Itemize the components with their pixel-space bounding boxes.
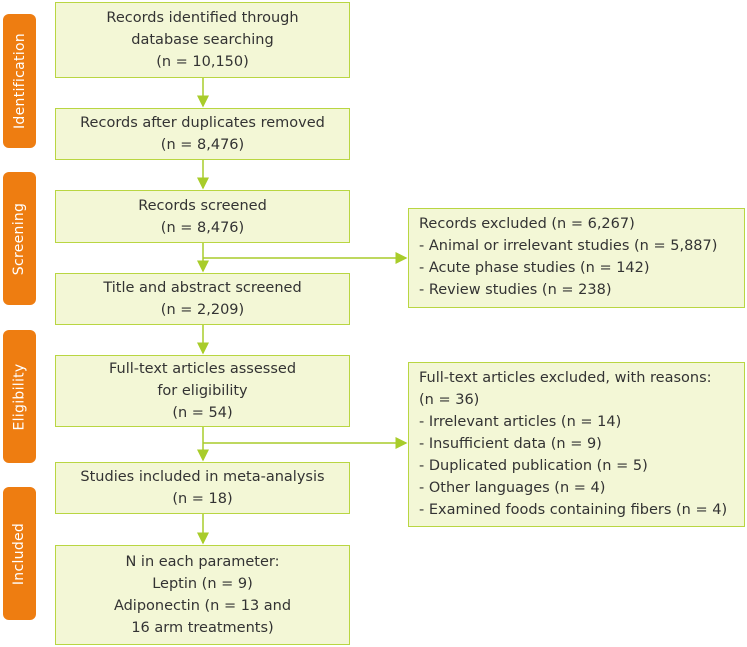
box-identified: Records identified through database searc… — [55, 2, 350, 78]
line: - Acute phase studies (n = 142) — [419, 260, 650, 276]
box-duplicates-removed: Records after duplicates removed (n = 8,4… — [55, 108, 350, 160]
box-full-text-excluded: Full-text articles excluded, with reason… — [408, 362, 745, 527]
box-full-text: Full-text articles assessed for eligibili… — [55, 355, 350, 427]
line: - Irrelevant articles (n = 14) — [419, 414, 622, 430]
box-records-excluded: Records excluded (n = 6,267) - Animal or … — [408, 208, 745, 308]
line: (n = 54) — [172, 405, 233, 421]
stage-label: Identification — [11, 33, 28, 129]
line: Records excluded (n = 6,267) — [419, 216, 635, 232]
box-parameters: N in each parameter: Leptin (n = 9) Adipon… — [55, 545, 350, 645]
stage-screening: Screening — [3, 172, 36, 305]
stage-identification: Identification — [3, 14, 36, 148]
line: Full-text articles assessed — [108, 361, 297, 377]
line: Records identified through — [106, 10, 299, 26]
box-title-abstract: Title and abstract screened (n = 2,209) — [55, 273, 350, 325]
line: (n = 2,209) — [160, 302, 245, 318]
line: (n = 8,476) — [160, 219, 245, 236]
line: - Examined foods containing fibers (n = … — [419, 502, 728, 518]
stage-label: Eligibility — [11, 362, 28, 431]
stage-included: Included — [3, 487, 36, 620]
line: N in each parameter: — [125, 554, 280, 570]
box-screened: Records screened (n = 8,476) — [55, 190, 350, 243]
line: (n = 10,150) — [156, 54, 249, 70]
stage-eligibility: Eligibility — [3, 330, 36, 463]
line: Records after duplicates removed — [80, 115, 325, 131]
line: - Duplicated publication (n = 5) — [419, 458, 648, 474]
stage-label: Included — [11, 522, 28, 585]
line: - Other languages (n = 4) — [419, 480, 606, 496]
line: database searching — [131, 32, 274, 48]
line: Studies included in meta-analysis — [80, 469, 325, 485]
line: Title and abstract screened — [103, 280, 302, 296]
line: Leptin (n = 9) — [152, 576, 253, 592]
line: (n = 36) — [419, 392, 480, 408]
line: - Insufficient data (n = 9) — [419, 436, 602, 452]
line: Full-text articles excluded, with reason… — [419, 370, 712, 386]
line: (n = 8,476) — [160, 137, 245, 153]
stage-label: Screening — [11, 202, 28, 275]
box-included: Studies included in meta-analysis (n = 18… — [55, 462, 350, 514]
line: - Review studies (n = 238) — [419, 282, 612, 298]
line: (n = 18) — [172, 491, 233, 507]
line: Records screened — [138, 197, 267, 214]
line: 16 arm treatments) — [131, 620, 274, 636]
line: - Animal or irrelevant studies (n = 5,88… — [419, 238, 718, 254]
line: for eligibility — [157, 383, 248, 399]
line: Adiponectin (n = 13 and — [113, 598, 292, 614]
